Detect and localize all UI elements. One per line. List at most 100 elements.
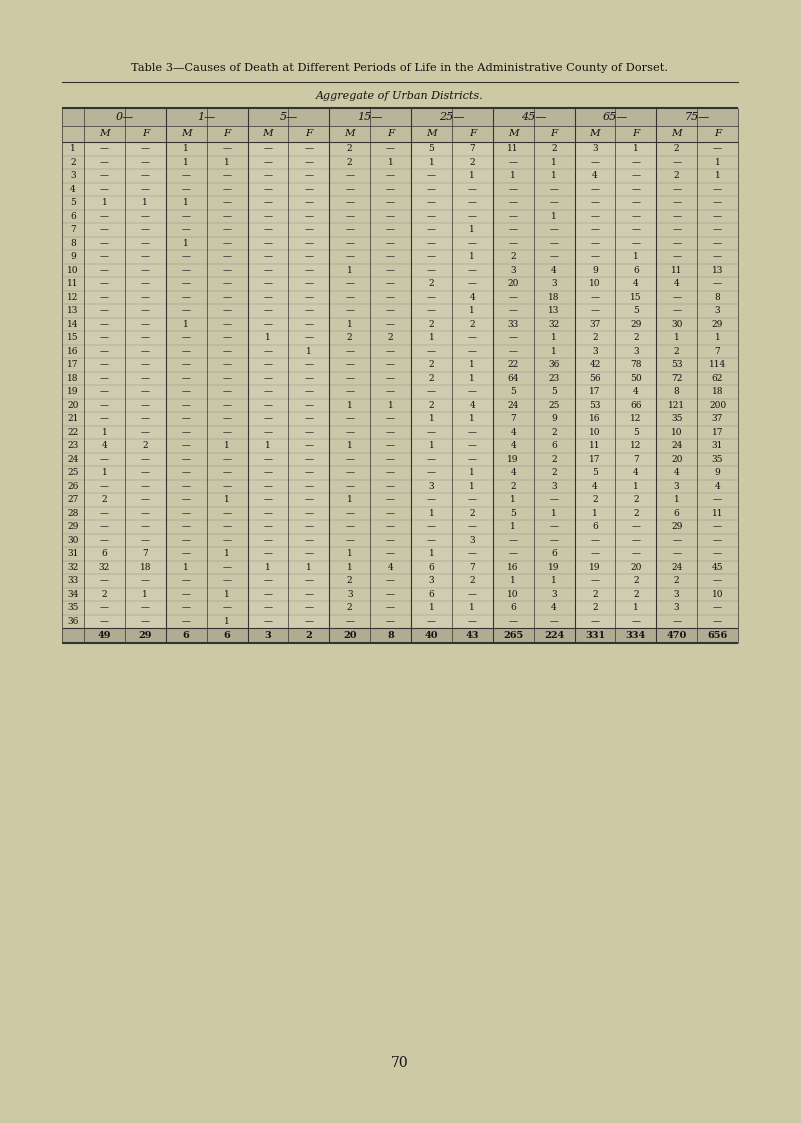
- Text: 1: 1: [265, 441, 271, 450]
- Text: 5—: 5—: [280, 112, 297, 122]
- Text: 4: 4: [70, 185, 76, 194]
- Text: 9: 9: [551, 414, 557, 423]
- Text: —: —: [590, 239, 599, 248]
- Text: 13: 13: [67, 307, 78, 316]
- Text: 2: 2: [429, 280, 434, 289]
- Text: —: —: [182, 617, 191, 626]
- Text: —: —: [549, 253, 558, 262]
- Text: —: —: [304, 401, 313, 410]
- Text: 1: 1: [183, 199, 189, 208]
- Text: M: M: [181, 129, 191, 138]
- Text: 6: 6: [183, 631, 190, 640]
- Text: —: —: [223, 563, 231, 572]
- Text: —: —: [304, 157, 313, 166]
- Text: 64: 64: [508, 374, 519, 383]
- Text: —: —: [304, 171, 313, 181]
- Text: —: —: [141, 307, 150, 316]
- Text: 1: 1: [388, 157, 393, 166]
- Text: —: —: [345, 280, 354, 289]
- Text: —: —: [223, 185, 231, 194]
- Text: —: —: [631, 522, 640, 531]
- Text: 4: 4: [551, 266, 557, 275]
- Text: —: —: [223, 171, 231, 181]
- Text: 1: 1: [347, 320, 352, 329]
- Text: —: —: [386, 522, 395, 531]
- Text: —: —: [304, 226, 313, 235]
- Text: —: —: [386, 576, 395, 585]
- Text: 3: 3: [551, 590, 557, 599]
- Text: 4: 4: [674, 468, 679, 477]
- Text: 4: 4: [510, 441, 516, 450]
- Text: 10: 10: [67, 266, 78, 275]
- Text: 3: 3: [70, 171, 76, 181]
- Text: 2: 2: [388, 334, 393, 343]
- Text: 2: 2: [592, 603, 598, 612]
- Text: 29: 29: [67, 522, 78, 531]
- Text: —: —: [264, 387, 272, 396]
- Text: —: —: [264, 576, 272, 585]
- Text: 1: 1: [224, 617, 230, 626]
- Text: —: —: [549, 536, 558, 545]
- Text: 1: 1: [469, 226, 475, 235]
- Text: 8: 8: [674, 387, 679, 396]
- Text: —: —: [427, 293, 436, 302]
- Text: —: —: [386, 495, 395, 504]
- Text: —: —: [182, 374, 191, 383]
- Text: 1: 1: [429, 603, 434, 612]
- Text: —: —: [631, 549, 640, 558]
- Text: 20: 20: [508, 280, 519, 289]
- Text: —: —: [713, 603, 722, 612]
- Text: —: —: [182, 522, 191, 531]
- Text: —: —: [427, 522, 436, 531]
- Text: —: —: [345, 239, 354, 248]
- Text: 70: 70: [391, 1056, 409, 1070]
- Text: 1: 1: [224, 441, 230, 450]
- Text: —: —: [386, 253, 395, 262]
- Text: —: —: [468, 387, 477, 396]
- Text: —: —: [386, 266, 395, 275]
- Text: —: —: [182, 387, 191, 396]
- Text: —: —: [182, 360, 191, 369]
- Text: —: —: [427, 617, 436, 626]
- Text: —: —: [223, 293, 231, 302]
- Text: 10: 10: [590, 428, 601, 437]
- Text: 2: 2: [469, 576, 475, 585]
- Text: 2: 2: [429, 360, 434, 369]
- Text: —: —: [304, 280, 313, 289]
- Text: 1: 1: [306, 563, 312, 572]
- Text: —: —: [223, 253, 231, 262]
- Text: —: —: [182, 280, 191, 289]
- Text: 4: 4: [102, 441, 107, 450]
- Text: 1: 1: [633, 603, 638, 612]
- Text: —: —: [386, 144, 395, 153]
- Text: 9: 9: [70, 253, 76, 262]
- Text: —: —: [427, 455, 436, 464]
- Text: —: —: [304, 374, 313, 383]
- Text: 45: 45: [712, 563, 723, 572]
- Text: 2: 2: [674, 144, 679, 153]
- Text: —: —: [100, 226, 109, 235]
- Text: 16: 16: [508, 563, 519, 572]
- Text: —: —: [141, 522, 150, 531]
- Text: 1: 1: [102, 428, 107, 437]
- Text: —: —: [223, 414, 231, 423]
- Text: 200: 200: [709, 401, 727, 410]
- Text: 31: 31: [67, 549, 78, 558]
- Text: —: —: [223, 455, 231, 464]
- Text: 5: 5: [633, 428, 638, 437]
- Text: F: F: [550, 129, 557, 138]
- Text: —: —: [141, 144, 150, 153]
- Text: 2: 2: [305, 631, 312, 640]
- Text: 1: 1: [429, 157, 434, 166]
- Text: —: —: [182, 576, 191, 585]
- Text: 11: 11: [671, 266, 682, 275]
- Text: M: M: [590, 129, 600, 138]
- Text: M: M: [263, 129, 273, 138]
- Text: 40: 40: [425, 631, 438, 640]
- Text: —: —: [304, 253, 313, 262]
- Text: —: —: [345, 360, 354, 369]
- Text: 1: 1: [551, 347, 557, 356]
- Text: —: —: [386, 199, 395, 208]
- Text: 34: 34: [67, 590, 78, 599]
- Text: —: —: [264, 293, 272, 302]
